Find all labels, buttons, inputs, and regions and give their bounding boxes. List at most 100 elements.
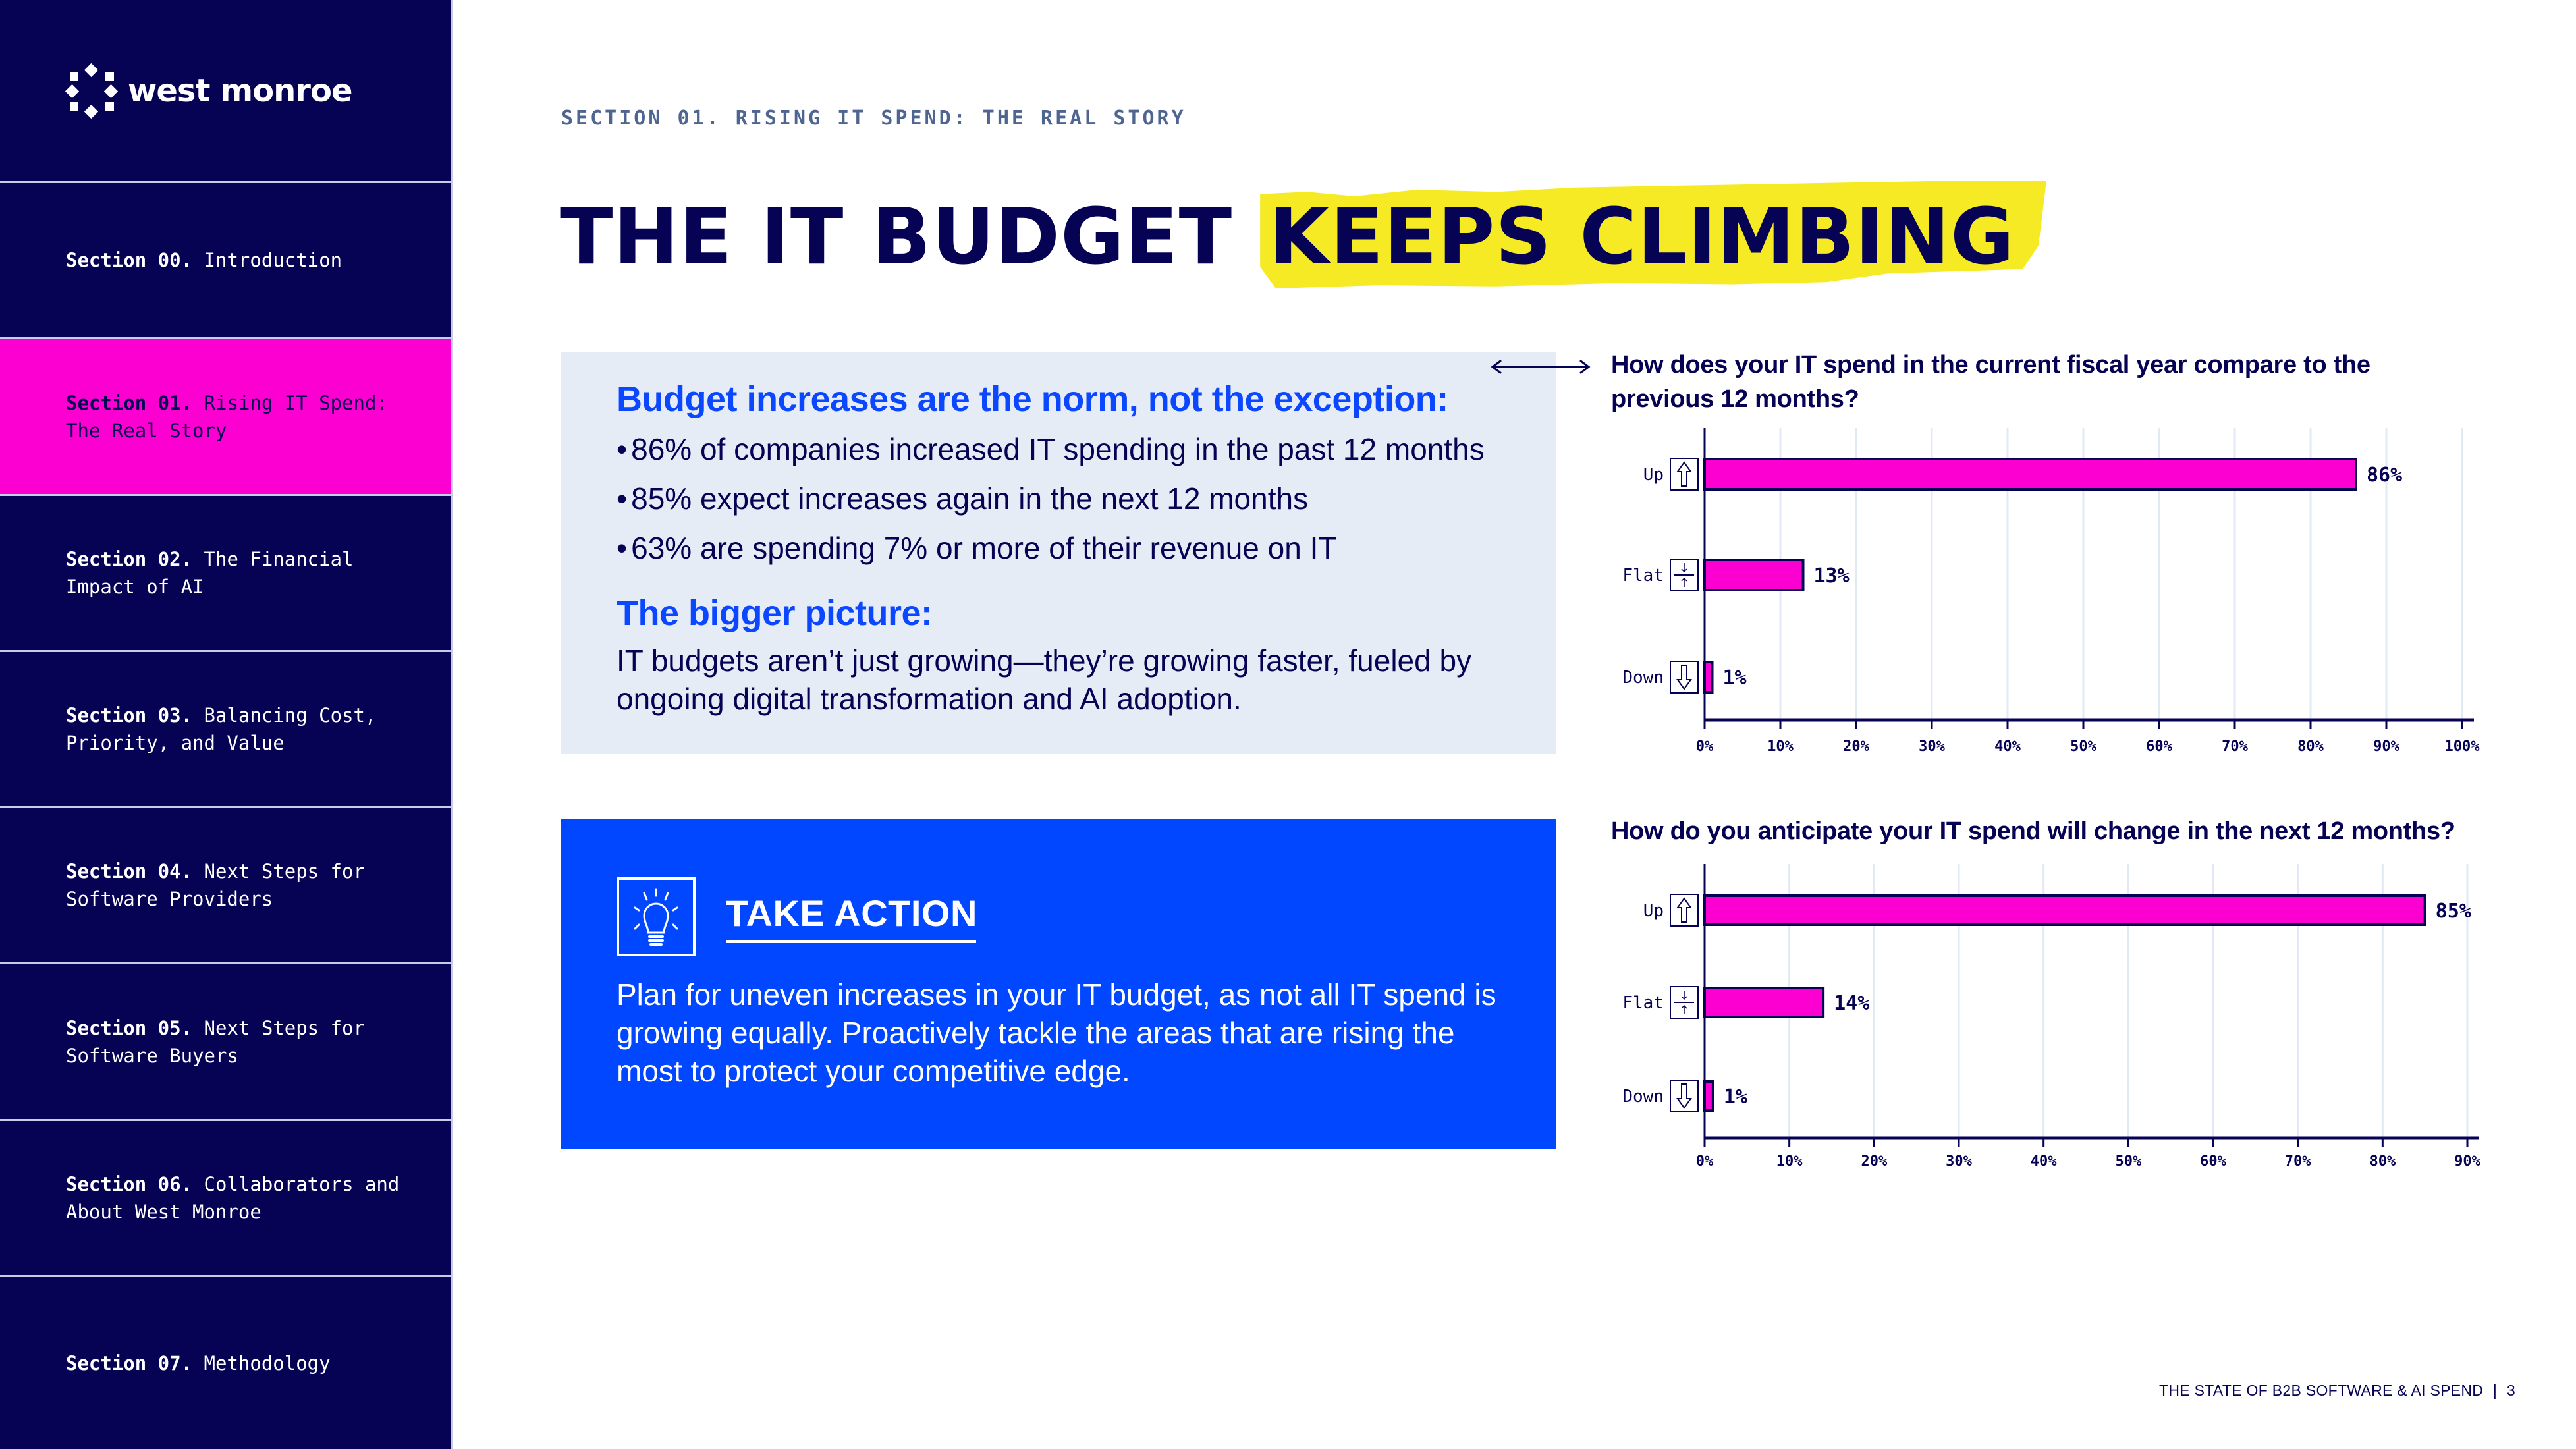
x-tick-label: 60% bbox=[2200, 1153, 2226, 1170]
sidebar-item-text: Section 04. Next Steps for Software Prov… bbox=[66, 858, 412, 913]
sidebar-item-text: Section 03. Balancing Cost, Priority, an… bbox=[66, 701, 412, 757]
x-tick-label: 80% bbox=[2369, 1153, 2396, 1170]
x-tick-label: 100% bbox=[2445, 738, 2480, 755]
bar-value-label: 1% bbox=[1723, 667, 1747, 690]
lightbulb-icon bbox=[617, 877, 696, 956]
arrow-down-icon bbox=[1670, 1080, 1699, 1112]
x-tick-label: 20% bbox=[1861, 1153, 1887, 1170]
arrow-shape bbox=[1676, 1083, 1692, 1109]
sidebar-item-section-02[interactable]: Section 02. The Financial Impact of AI bbox=[0, 494, 451, 650]
sidebar-item-number: Section 00. bbox=[66, 249, 193, 271]
x-tick-label: 30% bbox=[1919, 738, 1945, 755]
arrow-shape bbox=[1676, 897, 1692, 923]
sidebar-item-section-07[interactable]: Section 07. Methodology bbox=[0, 1275, 451, 1449]
section-eyebrow: SECTION 01. RISING IT SPEND: THE REAL ST… bbox=[561, 107, 1186, 130]
sidebar-item-text: Section 01. Rising IT Spend: The Real St… bbox=[66, 389, 412, 445]
chart-2: 0% 10% 20% 30% 40% 50% 60% 70% 80% 90% 85% Up 14% Fla… bbox=[1622, 864, 2481, 1170]
x-tick-label: 10% bbox=[1767, 738, 1794, 755]
icon-frame bbox=[1670, 1080, 1699, 1112]
sidebar-item-text: Section 06. Collaborators and About West… bbox=[66, 1170, 412, 1226]
page-footer: THE STATE OF B2B SOFTWARE & AI SPEND | 3 bbox=[2159, 1382, 2515, 1400]
key-findings-box: Budget increases are the norm, not the e… bbox=[561, 352, 1556, 754]
arrow-up-icon bbox=[1670, 894, 1699, 927]
sidebar-item-label: Collaborators and About West Monroe bbox=[66, 1173, 400, 1223]
bigger-picture-heading: The bigger picture: bbox=[617, 593, 933, 633]
x-tick-label: 30% bbox=[1946, 1153, 1972, 1170]
icon-frame bbox=[1670, 894, 1699, 927]
sidebar-item-section-00[interactable]: Section 00. Introduction bbox=[0, 181, 451, 337]
x-tick-label: 0% bbox=[1696, 738, 1714, 755]
icon-frame bbox=[1670, 661, 1699, 694]
sidebar-item-text: Section 07. Methodology bbox=[66, 1350, 331, 1377]
finding-bullet: • 85% expect increases again in the next … bbox=[617, 481, 1309, 516]
sidebar-item-number: Section 01. bbox=[66, 391, 193, 414]
x-tick-label: 70% bbox=[2222, 738, 2248, 755]
arrow-shape bbox=[1681, 1004, 1687, 1014]
arrow-up-icon bbox=[1670, 458, 1699, 491]
title-highlight-text: KEEPS CLIMBING bbox=[1269, 191, 2015, 282]
flat-arrows-icon bbox=[1670, 559, 1699, 591]
bar-value-label: 85% bbox=[2436, 900, 2471, 923]
flat-arrows-icon bbox=[1670, 986, 1699, 1019]
x-tick-label: 50% bbox=[2070, 738, 2096, 755]
arrow-shape bbox=[1676, 461, 1692, 487]
bigger-picture-text: IT budgets aren’t just growing—they’re g… bbox=[617, 643, 1472, 716]
chart-1: 0% 10% 20% 30% 40% 50% 60% 70% 80% 90% 100% 86% Up 13… bbox=[1622, 428, 2480, 755]
sidebar-item-label: Balancing Cost, Priority, and Value bbox=[66, 704, 377, 754]
sidebar-item-section-01[interactable]: Section 01. Rising IT Spend: The Real St… bbox=[0, 337, 451, 494]
sidebar-item-section-06[interactable]: Section 06. Collaborators and About West… bbox=[0, 1119, 451, 1275]
bar-value-label: 1% bbox=[1724, 1085, 1747, 1108]
chart-1-title: How does your IT spend in the current fi… bbox=[1611, 351, 2370, 413]
publication-title: THE STATE OF B2B SOFTWARE & AI SPEND bbox=[2159, 1382, 2484, 1399]
sidebar-item-section-03[interactable]: Section 03. Balancing Cost, Priority, an… bbox=[0, 650, 451, 806]
sidebar-item-label: Introduction bbox=[204, 249, 343, 271]
x-tick-label: 10% bbox=[1776, 1153, 1803, 1170]
page-number: 3 bbox=[2506, 1382, 2515, 1399]
sidebar-item-number: Section 05. bbox=[66, 1016, 193, 1039]
sidebar-item-number: Section 03. bbox=[66, 704, 193, 726]
x-tick-label: 80% bbox=[2297, 738, 2324, 755]
x-tick-label: 40% bbox=[1994, 738, 2021, 755]
brand-logo[interactable]: west monroe bbox=[65, 63, 352, 119]
chart-2-title: How do you anticipate your IT spend will… bbox=[1611, 817, 2455, 845]
arrow-shape bbox=[1676, 665, 1692, 690]
category-label: Down bbox=[1622, 1087, 1664, 1107]
category-label: Up bbox=[1643, 465, 1664, 485]
x-tick-label: 50% bbox=[2115, 1153, 2141, 1170]
double-arrow-icon bbox=[1491, 360, 1591, 374]
page-title: THE IT BUDGET KEEPS CLIMBING bbox=[560, 181, 2046, 288]
findings-heading: Budget increases are the norm, not the e… bbox=[617, 379, 1448, 419]
x-tick-label: 60% bbox=[2146, 738, 2172, 755]
sidebar-item-section-04[interactable]: Section 04. Next Steps for Software Prov… bbox=[0, 806, 451, 962]
bar-value-label: 86% bbox=[2367, 464, 2402, 487]
sidebar-item-number: Section 06. bbox=[66, 1173, 193, 1195]
footer-separator: | bbox=[2492, 1382, 2498, 1399]
sidebar-item-number: Section 02. bbox=[66, 548, 193, 570]
arrow-shape bbox=[1681, 577, 1687, 587]
category-label: Flat bbox=[1622, 993, 1664, 1013]
bar-value-label: 13% bbox=[1814, 564, 1850, 588]
title-underline bbox=[726, 940, 976, 943]
category-label: Flat bbox=[1622, 566, 1664, 586]
sidebar-item-label: Methodology bbox=[204, 1352, 331, 1375]
sidebar-item-number: Section 04. bbox=[66, 860, 193, 883]
brand-name: west monroe bbox=[128, 72, 352, 109]
bar-flat bbox=[1703, 559, 1805, 591]
category-label: Up bbox=[1643, 901, 1664, 921]
sidebar: west monroe Section 00. Introduction Sect… bbox=[0, 0, 453, 1449]
category-label: Down bbox=[1622, 668, 1664, 688]
x-tick-label: 40% bbox=[2031, 1153, 2057, 1170]
sidebar-item-number: Section 07. bbox=[66, 1352, 193, 1375]
sidebar-item-text: Section 05. Next Steps for Software Buye… bbox=[66, 1014, 412, 1070]
sidebar-item-label: Next Steps for Software Buyers bbox=[66, 1016, 365, 1067]
sidebar-item-label: The Financial Impact of AI bbox=[66, 548, 354, 598]
bar-value-label: 14% bbox=[1834, 992, 1869, 1015]
arrow-shape bbox=[1681, 563, 1687, 573]
finding-bullet: • 86% of companies increased IT spending … bbox=[617, 432, 1485, 466]
finding-bullet: • 63% are spending 7% or more of their re… bbox=[617, 531, 1337, 565]
sidebar-item-label: Rising IT Spend: The Real Story bbox=[66, 391, 388, 442]
sidebar-item-section-05[interactable]: Section 05. Next Steps for Software Buye… bbox=[0, 962, 451, 1119]
x-tick-label: 20% bbox=[1843, 738, 1869, 755]
arrow-down-icon bbox=[1670, 661, 1699, 694]
x-tick-label: 90% bbox=[2373, 738, 2399, 755]
